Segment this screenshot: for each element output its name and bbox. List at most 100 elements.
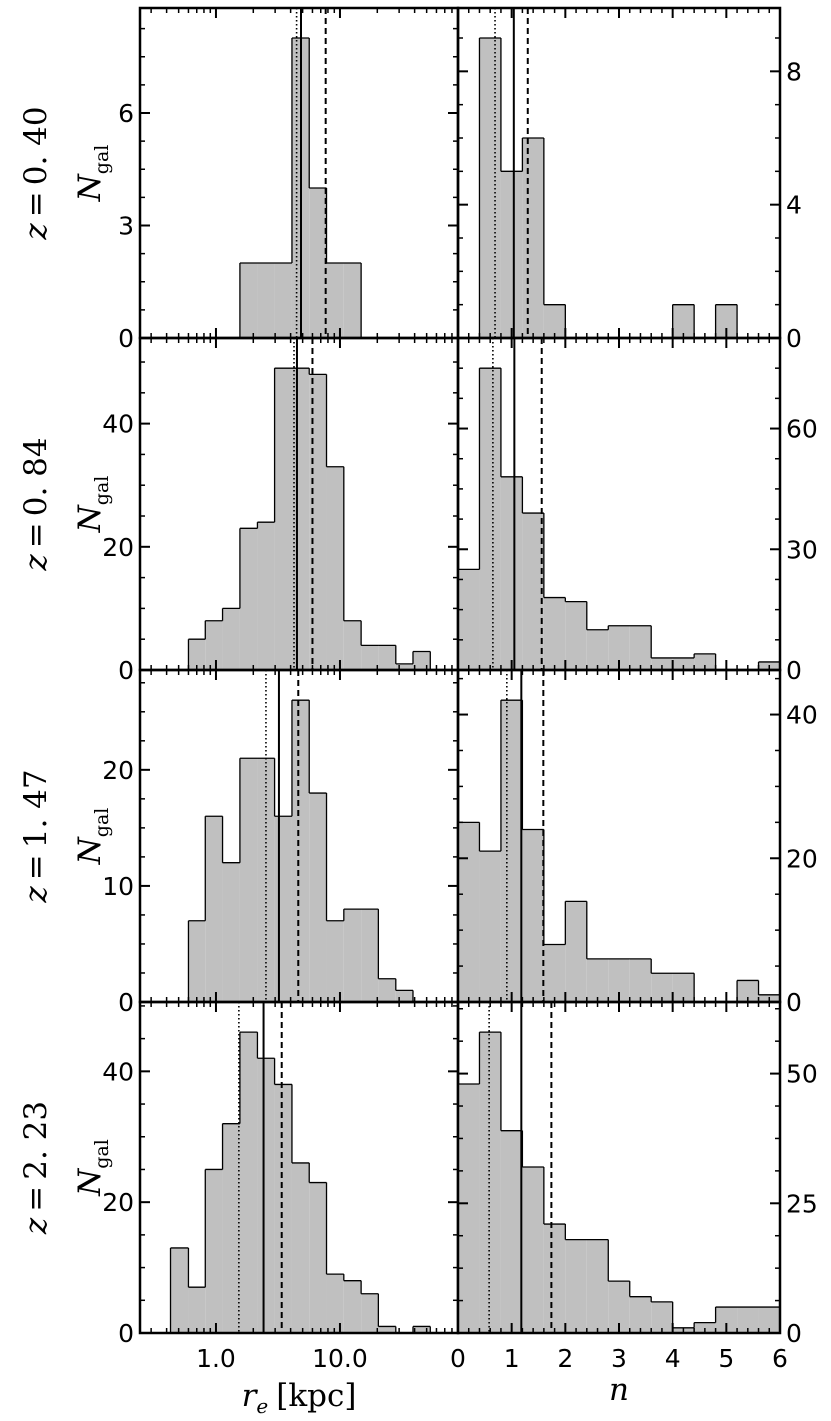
redshift-label: z = 1. 47 xyxy=(18,769,54,903)
y-tick-label: 40 xyxy=(102,1057,134,1086)
histogram-bar xyxy=(543,944,566,1002)
histogram-bar xyxy=(378,645,396,670)
histogram-bar xyxy=(222,608,240,670)
histogram-bar xyxy=(586,958,609,1002)
histogram-bar xyxy=(522,829,544,1002)
histogram-bar xyxy=(629,1296,652,1333)
redshift-eq: = xyxy=(18,854,54,880)
re-histogram-panel: 0 3 6 xyxy=(118,6,460,353)
histogram-bar xyxy=(543,304,566,338)
histogram-bar xyxy=(222,862,240,1002)
redshift-label: z = 0. 40 xyxy=(18,106,54,240)
histogram-bar xyxy=(565,1239,587,1333)
histogram-bar xyxy=(326,1274,344,1333)
redshift-label: z = 0. 84 xyxy=(18,437,54,571)
histogram-bar xyxy=(479,368,501,670)
histogram-bar xyxy=(257,522,275,670)
histogram-bar xyxy=(326,920,344,1002)
redshift-var: z xyxy=(18,1217,54,1235)
y-axis-label: Ngal xyxy=(72,808,113,866)
histogram-bar xyxy=(239,758,258,1002)
re-histogram-panel: 0 20 40 1.0 10.0 xyxy=(102,1000,460,1373)
y-axis-label-subscript: gal xyxy=(91,1139,113,1169)
redshift-var: z xyxy=(18,886,54,904)
histogram-bar xyxy=(522,138,544,338)
n-histogram-panel: 0 4 8 xyxy=(456,6,802,353)
n-histogram-panel: 0 20 40 xyxy=(456,668,818,1017)
histogram-bar xyxy=(500,171,523,338)
y-tick-label: 0 xyxy=(786,988,802,1017)
redshift-eq: = xyxy=(18,522,54,548)
redshift-value: 0. 84 xyxy=(18,437,54,516)
histogram-bar xyxy=(479,38,501,338)
x-tick-label: 1.0 xyxy=(196,1344,236,1373)
y-axis-label-symbol: N xyxy=(72,172,108,202)
panel-row-3: 0 20 40 1.0 10.0 0 25 50 0 1 2 3 4 5 6 z = 2. 23 Ngal xyxy=(18,1000,818,1373)
histogram-bar xyxy=(257,1058,275,1333)
x-tick-label: 1 xyxy=(504,1344,520,1373)
histogram-bar xyxy=(239,263,258,338)
y-axis-label: Ngal xyxy=(72,476,113,534)
histogram-bar xyxy=(608,625,630,670)
histogram-bar xyxy=(758,1307,780,1333)
y-tick-label: 25 xyxy=(786,1189,818,1218)
histogram-bar xyxy=(500,700,523,1002)
x-tick-label: 6 xyxy=(772,1344,788,1373)
x-tick-label: 10.0 xyxy=(312,1344,368,1373)
histogram-bar xyxy=(343,620,362,670)
histogram-bar xyxy=(257,758,275,1002)
histogram-bar xyxy=(274,368,292,670)
histogram-bar xyxy=(694,1322,716,1333)
y-tick-label: 0 xyxy=(786,656,802,685)
y-axis-label-symbol: N xyxy=(72,503,108,533)
y-tick-label: 40 xyxy=(786,701,818,730)
x-axis-label-re: re [kpc] xyxy=(242,1378,357,1418)
histogram-bar xyxy=(343,909,362,1002)
redshift-value: 0. 40 xyxy=(18,106,54,185)
histogram-bar xyxy=(239,528,258,670)
y-axis-label: Ngal xyxy=(72,145,113,203)
histogram-bar xyxy=(188,639,206,670)
histogram-bar xyxy=(522,1166,544,1333)
histogram-bar xyxy=(188,1287,206,1333)
histogram-bar xyxy=(672,973,695,1002)
histogram-bar xyxy=(651,1301,673,1333)
histogram-bar xyxy=(343,1280,362,1333)
n-histogram-panel: 0 30 60 xyxy=(456,336,818,685)
histogram-bar xyxy=(222,1123,240,1333)
histogram-bar xyxy=(737,980,759,1002)
y-tick-label: 10 xyxy=(102,872,134,901)
histogram-bar xyxy=(395,663,413,670)
histogram-bar xyxy=(479,1032,501,1333)
redshift-label: z = 2. 23 xyxy=(18,1101,54,1235)
y-tick-label: 20 xyxy=(102,533,134,562)
histogram-bar xyxy=(565,601,587,670)
y-tick-label: 50 xyxy=(786,1060,818,1089)
histogram-bar xyxy=(543,597,566,670)
x-axis-label-symbol: r xyxy=(242,1378,259,1414)
histogram-bar xyxy=(608,1281,630,1333)
histogram-bar xyxy=(239,1032,258,1333)
histogram-bar xyxy=(361,645,379,670)
histogram-bar xyxy=(500,1130,523,1333)
histogram-bar xyxy=(274,816,292,1002)
panel-row-2: 0 10 20 0 20 40 z = 1. 47 Ngal xyxy=(18,668,818,1017)
histogram-bar xyxy=(412,651,431,670)
histogram-bar xyxy=(651,973,673,1002)
y-axis-label: Ngal xyxy=(72,1139,113,1197)
y-axis-label-symbol: N xyxy=(72,835,108,865)
y-axis-label-subscript: gal xyxy=(91,145,113,175)
y-tick-label: 4 xyxy=(786,191,802,220)
histogram-bar xyxy=(629,625,652,670)
y-tick-label: 0 xyxy=(118,324,134,353)
histogram-bar xyxy=(378,1326,396,1333)
y-tick-label: 20 xyxy=(102,1188,134,1217)
histogram-bar xyxy=(479,851,501,1002)
histogram-bar xyxy=(694,653,716,670)
histogram-bar xyxy=(378,978,396,1002)
histogram-bar xyxy=(326,263,344,338)
histogram-outline xyxy=(169,1031,431,1333)
histogram-bar xyxy=(412,1326,431,1333)
histogram-bar xyxy=(274,1084,292,1333)
